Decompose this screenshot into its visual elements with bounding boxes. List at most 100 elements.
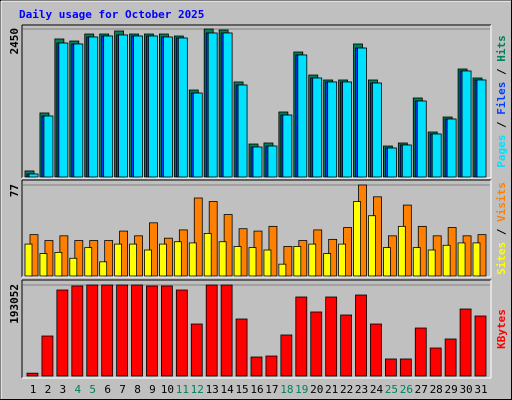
x-tick-label: 12 (191, 383, 204, 396)
bar (129, 243, 137, 277)
bar (86, 284, 99, 377)
bar (280, 334, 293, 377)
bar (357, 47, 367, 178)
x-tick-label: 4 (74, 383, 81, 396)
legend-entry: KBytes (495, 309, 508, 349)
x-tick-label: 31 (474, 383, 487, 396)
legend-entry: Pages (495, 135, 508, 168)
y-tick-label: 77 (8, 184, 21, 197)
x-tick-label: 8 (134, 383, 141, 396)
bar (188, 242, 197, 277)
bar (220, 284, 233, 377)
x-tick-label: 9 (149, 383, 156, 396)
bar (162, 36, 173, 178)
bar (28, 173, 39, 178)
bar (149, 222, 158, 277)
bar (101, 284, 114, 377)
x-tick-label: 26 (400, 383, 413, 396)
bar (427, 249, 436, 277)
bar (41, 335, 54, 377)
bar (252, 146, 263, 178)
bar (416, 100, 427, 178)
x-tick-label: 18 (280, 383, 293, 396)
bar (282, 114, 293, 178)
bar (193, 197, 203, 277)
x-tick-label: 19 (295, 383, 308, 396)
legend-separator: / (495, 222, 508, 242)
bar (146, 285, 158, 377)
x-tick-label: 1 (30, 383, 37, 396)
bar (104, 240, 114, 277)
x-tick-label: 30 (459, 383, 472, 396)
bar (218, 241, 227, 277)
bar (54, 251, 63, 277)
chart-title: Daily usage for October 2025 (19, 8, 204, 21)
x-tick-label: 21 (325, 383, 338, 396)
bar (323, 253, 332, 277)
bar (295, 296, 308, 377)
bar (267, 145, 278, 178)
bar (325, 296, 338, 377)
bar (190, 323, 203, 377)
bar (233, 246, 242, 277)
legend-entry: Visits (495, 182, 508, 222)
x-tick-label: 15 (235, 383, 248, 396)
x-tick-label: 22 (340, 383, 353, 396)
bar (43, 115, 54, 178)
bar (203, 233, 212, 277)
legend-entry: Files (495, 82, 508, 115)
bar (175, 289, 188, 377)
bar (133, 35, 143, 178)
x-tick-label: 14 (221, 383, 235, 396)
bar (160, 285, 173, 377)
bar (103, 35, 114, 178)
bar (250, 356, 263, 377)
bar (340, 314, 353, 377)
bar (308, 243, 317, 277)
y-tick-label: 2450 (8, 28, 21, 55)
legend-entry: Hits (495, 35, 508, 62)
x-tick-label: 27 (415, 383, 428, 396)
bar (56, 289, 69, 377)
bar (353, 201, 361, 277)
bar (327, 81, 338, 178)
x-tick-label: 7 (119, 383, 126, 396)
x-tick-label: 11 (176, 383, 189, 396)
bar (248, 247, 257, 277)
bar (283, 246, 293, 277)
bar (397, 225, 406, 277)
bar (71, 285, 84, 377)
bar (235, 318, 248, 377)
x-tick-label: 23 (355, 383, 368, 396)
bar (342, 81, 353, 178)
bar (401, 144, 412, 178)
x-tick-label: 2 (45, 383, 52, 396)
bar (158, 243, 167, 277)
bar (414, 327, 427, 377)
legend: Sites / Visits (495, 182, 508, 275)
bar (429, 347, 442, 377)
bar (446, 118, 457, 178)
bar (263, 249, 272, 277)
bar (144, 249, 152, 277)
bar (399, 358, 412, 377)
bar (131, 284, 143, 377)
bar (69, 257, 78, 277)
bar (384, 358, 397, 377)
bar (222, 32, 233, 178)
bar (459, 308, 472, 377)
bar (368, 215, 376, 277)
bar (24, 243, 33, 277)
x-tick-label: 25 (385, 383, 398, 396)
bar (457, 242, 466, 277)
bar (382, 247, 391, 277)
x-tick-label: 10 (161, 383, 174, 396)
x-tick-label: 16 (250, 383, 263, 396)
bar (205, 284, 218, 377)
bar (88, 36, 99, 178)
bar (118, 34, 128, 178)
bar (116, 284, 128, 377)
bar (177, 37, 188, 178)
